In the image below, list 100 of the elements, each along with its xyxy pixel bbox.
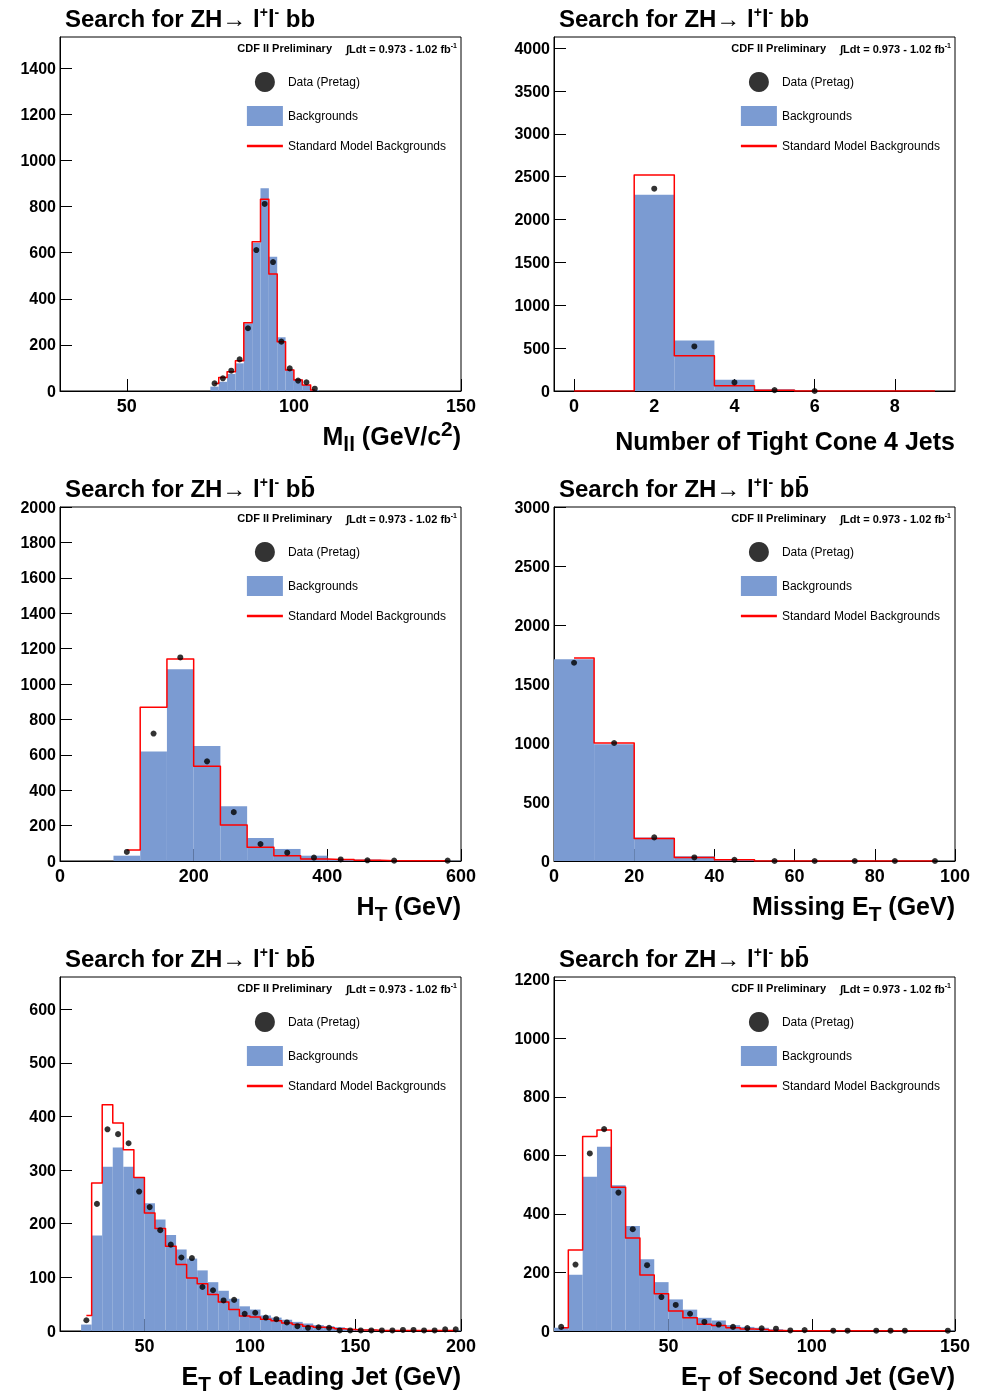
x-tick-label: 150 (445, 396, 477, 416)
x-axis-title: E$_{T}$ of Leading Jet (GeV) (181, 1362, 461, 1396)
x-tick-label: 40 (704, 866, 725, 886)
y-tick-label: 600 (29, 244, 57, 262)
legend-label: Data (Pretag) (781, 75, 854, 89)
y-tick-label: 2500 (514, 557, 551, 575)
x-axis-title: H$_{T}$ (GeV) (356, 892, 461, 926)
chart-title: Search for ZH→ l+l- bb (65, 4, 316, 32)
x-tick-label: 50 (134, 1336, 155, 1356)
chart-title: Search for ZH→ l+l- bb̄ (559, 474, 810, 502)
y-tick-label: 2000 (514, 211, 551, 229)
y-tick-label: 3500 (514, 82, 551, 100)
y-tick-label: 800 (523, 1088, 551, 1106)
y-tick-label: 0 (47, 852, 57, 870)
x-tick-label: 600 (445, 866, 477, 886)
annotation: CDF II Preliminary (237, 511, 333, 524)
y-tick-label: 1800 (20, 533, 57, 551)
legend-label: Standard Model Backgrounds (287, 1079, 447, 1093)
y-tick-label: 1000 (20, 151, 57, 169)
x-tick-label: 0 (569, 396, 580, 416)
x-tick-label: 150 (939, 1336, 971, 1356)
y-tick-label: 400 (29, 1107, 57, 1125)
x-tick-label: 200 (178, 866, 209, 886)
y-tick-label: 1000 (514, 296, 551, 314)
y-tick-label: 500 (29, 1054, 57, 1072)
legend-label: Data (Pretag) (287, 1015, 360, 1029)
x-axis-title: Number of Tight Cone 4 Jets (615, 427, 955, 456)
x-axis-title: E$_{T}$ of Second Jet (GeV) (681, 1362, 955, 1396)
y-tick-label: 500 (523, 793, 551, 811)
y-tick-label: 0 (47, 382, 57, 400)
x-tick-label: 2 (649, 396, 660, 416)
annotation: CDF II Preliminary (237, 41, 333, 54)
legend-label: Standard Model Backgrounds (781, 609, 941, 623)
x-tick-label: 150 (340, 1336, 371, 1356)
y-tick-label: 1500 (514, 675, 551, 693)
x-tick-label: 100 (278, 396, 309, 416)
y-tick-label: 0 (541, 382, 551, 400)
y-tick-label: 500 (523, 339, 551, 357)
y-tick-label: 1000 (514, 734, 551, 752)
y-tick-label: 2000 (514, 616, 551, 634)
legend-label: Data (Pretag) (781, 545, 854, 559)
y-tick-label: 0 (47, 1322, 57, 1340)
y-tick-label: 200 (29, 336, 57, 354)
x-tick-label: 100 (234, 1336, 265, 1356)
y-tick-label: 0 (541, 852, 551, 870)
x-axis-title: Missing E$_{T}$ (GeV) (751, 892, 955, 926)
x-tick-label: 8 (889, 396, 900, 416)
y-tick-label: 1200 (20, 640, 57, 658)
chart-title: Search for ZH→ l+l- bb̄ (559, 944, 810, 972)
legend-label: Data (Pretag) (287, 545, 360, 559)
x-tick-label: 100 (939, 866, 971, 886)
y-tick-label: 1400 (20, 59, 57, 77)
legend-label: Standard Model Backgrounds (287, 609, 447, 623)
legend-label: Standard Model Backgrounds (781, 139, 941, 153)
x-tick-label: 4 (729, 396, 740, 416)
y-tick-label: 3000 (514, 498, 551, 516)
y-tick-label: 300 (29, 1161, 57, 1179)
y-tick-label: 200 (29, 1215, 57, 1233)
chart-title: Search for ZH→ l+l- bb̄ (65, 474, 316, 502)
y-tick-label: 3000 (514, 125, 551, 143)
y-tick-label: 1500 (514, 253, 551, 271)
y-tick-label: 1600 (20, 569, 57, 587)
y-tick-label: 100 (29, 1268, 57, 1286)
y-tick-label: 1400 (20, 604, 57, 622)
y-tick-label: 4000 (514, 39, 551, 57)
legend-label: Backgrounds (287, 109, 358, 123)
legend-label: Backgrounds (781, 579, 852, 593)
legend-label: Backgrounds (781, 109, 852, 123)
y-tick-label: 600 (29, 746, 57, 764)
legend-label: Backgrounds (781, 1049, 852, 1063)
x-axis-title: M$_{ll}$ (GeV/c$^{2}$) (322, 416, 461, 456)
legend-label: Data (Pretag) (287, 75, 360, 89)
legend-label: Standard Model Backgrounds (781, 1079, 941, 1093)
x-tick-label: 50 (658, 1336, 679, 1356)
y-tick-label: 1200 (514, 971, 551, 989)
x-tick-label: 6 (809, 396, 820, 416)
y-tick-label: 2500 (514, 168, 551, 186)
y-tick-label: 0 (541, 1322, 551, 1340)
annotation: CDF II Preliminary (731, 41, 827, 54)
legend-label: Standard Model Backgrounds (287, 139, 447, 153)
legend-label: Data (Pretag) (781, 1015, 854, 1029)
y-tick-label: 800 (29, 198, 57, 215)
y-tick-label: 800 (29, 710, 57, 728)
legend-label: Backgrounds (287, 579, 358, 593)
x-tick-label: 100 (796, 1336, 827, 1356)
y-tick-label: 1000 (514, 1029, 551, 1047)
y-tick-label: 200 (523, 1263, 551, 1281)
x-tick-label: 80 (864, 866, 885, 886)
chart-title: Search for ZH→ l+l- bb̄ (65, 944, 316, 972)
y-tick-label: 600 (29, 1000, 57, 1018)
y-tick-label: 400 (29, 781, 57, 799)
x-tick-label: 20 (624, 866, 645, 886)
legend-label: Backgrounds (287, 1049, 358, 1063)
y-tick-label: 1200 (20, 105, 57, 123)
annotation: CDF II Preliminary (731, 981, 827, 994)
y-tick-label: 400 (523, 1205, 551, 1223)
x-tick-label: 50 (116, 396, 137, 416)
annotation: CDF II Preliminary (731, 511, 827, 524)
y-tick-label: 2000 (20, 498, 57, 516)
y-tick-label: 1000 (20, 675, 57, 693)
